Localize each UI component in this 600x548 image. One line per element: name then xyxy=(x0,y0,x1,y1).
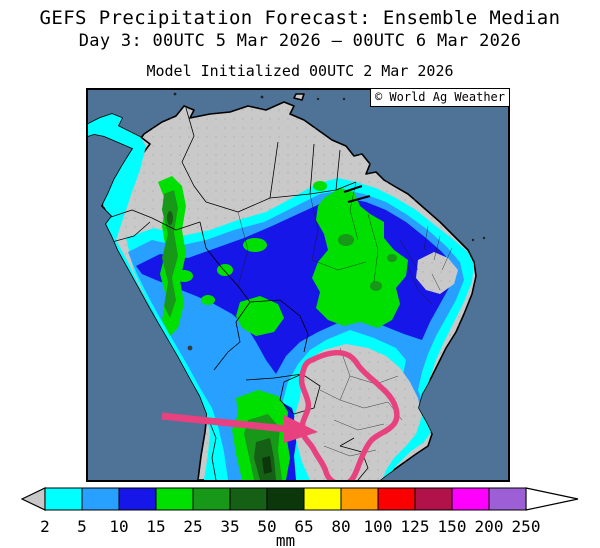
colorbar-segment xyxy=(303,487,342,511)
precip-2mm-coastal-strip xyxy=(88,108,202,416)
precip-35mm-spot xyxy=(167,211,173,225)
precip-25mm-colombia xyxy=(162,190,178,318)
colorbar-segment xyxy=(192,487,231,511)
colorbar-tick-label: 15 xyxy=(146,517,165,536)
map-canvas xyxy=(87,90,508,487)
precip-15mm-spot xyxy=(217,264,233,276)
precip-25mm-spot xyxy=(370,281,382,291)
forecast-map xyxy=(86,88,510,487)
highlight-arrow-head xyxy=(284,415,318,443)
precip-15mm-bolivia xyxy=(236,296,284,336)
precip-15mm-spot xyxy=(175,270,193,282)
colorbar-segment xyxy=(414,487,453,511)
colorbar-tick-label: 2 xyxy=(40,517,50,536)
precip-50mm-argentina xyxy=(262,456,272,474)
colorbar-segment xyxy=(451,487,490,511)
colorbar-tick-label: 125 xyxy=(401,517,430,536)
page-title: GEFS Precipitation Forecast: Ensemble Me… xyxy=(39,7,561,29)
colorbar-tick-label: 25 xyxy=(183,517,202,536)
precip-15mm-central-brazil xyxy=(312,188,408,328)
highlight-arrow-shaft xyxy=(161,412,287,433)
colorbar-tick-label: 35 xyxy=(220,517,239,536)
colorbar-tick-label: 150 xyxy=(438,517,467,536)
south-america-landmass xyxy=(87,93,477,481)
colorbar-tick-label: 65 xyxy=(294,517,313,536)
colorbar-tick-label: 250 xyxy=(512,517,541,536)
colorbar-segment xyxy=(340,487,379,511)
model-init-line: Model Initialized 00UTC 2 Mar 2026 xyxy=(146,62,454,80)
colorbar-units: mm xyxy=(276,531,295,547)
colorbar-tick-label: 80 xyxy=(331,517,350,536)
precip-25mm-spot xyxy=(387,254,397,262)
forecast-period-subtitle: Day 3: 00UTC 5 Mar 2026 – 00UTC 6 Mar 20… xyxy=(78,31,522,51)
colorbar-tick-label: 100 xyxy=(364,517,393,536)
island xyxy=(293,93,305,101)
colorbar-segment xyxy=(155,487,194,511)
colorbar-segment xyxy=(488,487,527,511)
credit-badge: © World Ag Weather xyxy=(369,88,510,107)
colorbar-segment xyxy=(229,487,268,511)
river-lines xyxy=(343,185,371,203)
islands xyxy=(173,92,486,242)
precip-15mm-spot xyxy=(201,295,215,305)
precip-25mm-spot xyxy=(338,234,354,246)
precip-15mm-spot xyxy=(243,238,267,252)
colorbar-left-arrow xyxy=(20,487,46,511)
precip-15mm-spot xyxy=(313,181,327,191)
colorbar-tick-label: 5 xyxy=(77,517,87,536)
colorbar-tick-label: 200 xyxy=(475,517,504,536)
colorbar-segment xyxy=(377,487,416,511)
colorbar-segment xyxy=(44,487,83,511)
colorbar-tick-label: 50 xyxy=(257,517,276,536)
colorbar-tick-label: 10 xyxy=(109,517,128,536)
lake-titicaca xyxy=(187,345,193,351)
colorbar-right-arrow xyxy=(525,487,579,511)
country-borders xyxy=(107,107,369,480)
colorbar-segment xyxy=(118,487,157,511)
colorbar-segment xyxy=(81,487,120,511)
colorbar-segment xyxy=(266,487,305,511)
